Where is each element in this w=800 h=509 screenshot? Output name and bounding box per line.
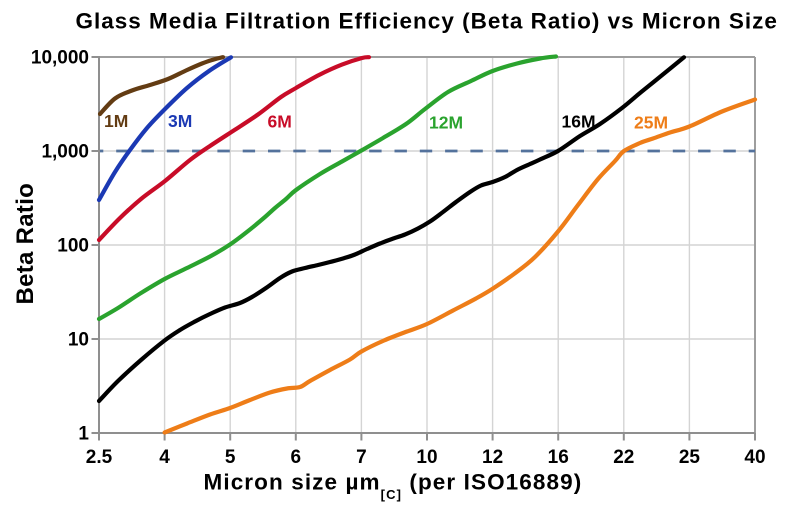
svg-text:40: 40 <box>744 447 765 468</box>
svg-text:10: 10 <box>68 330 89 351</box>
svg-text:25M: 25M <box>634 113 668 133</box>
svg-text:2.5: 2.5 <box>86 447 113 468</box>
svg-text:1,000: 1,000 <box>41 142 89 163</box>
svg-text:16: 16 <box>548 447 569 468</box>
svg-text:Glass Media Filtration Efficie: Glass Media Filtration Efficiency (Beta … <box>75 8 777 33</box>
svg-text:25: 25 <box>679 447 701 468</box>
svg-text:12: 12 <box>482 447 503 468</box>
svg-text:10: 10 <box>416 447 437 468</box>
svg-text:3M: 3M <box>168 111 192 131</box>
svg-text:10,000: 10,000 <box>31 48 89 69</box>
svg-text:16M: 16M <box>562 112 596 132</box>
svg-text:4: 4 <box>159 447 170 468</box>
svg-text:Beta Ratio: Beta Ratio <box>12 183 39 305</box>
svg-text:100: 100 <box>57 236 89 257</box>
svg-text:7: 7 <box>356 447 367 468</box>
svg-text:22: 22 <box>613 447 634 468</box>
svg-text:6: 6 <box>291 447 302 468</box>
svg-text:1M: 1M <box>104 111 128 131</box>
svg-text:5: 5 <box>225 447 236 468</box>
svg-text:1: 1 <box>78 424 89 445</box>
svg-text:6M: 6M <box>268 112 292 132</box>
svg-text:12M: 12M <box>429 113 463 133</box>
